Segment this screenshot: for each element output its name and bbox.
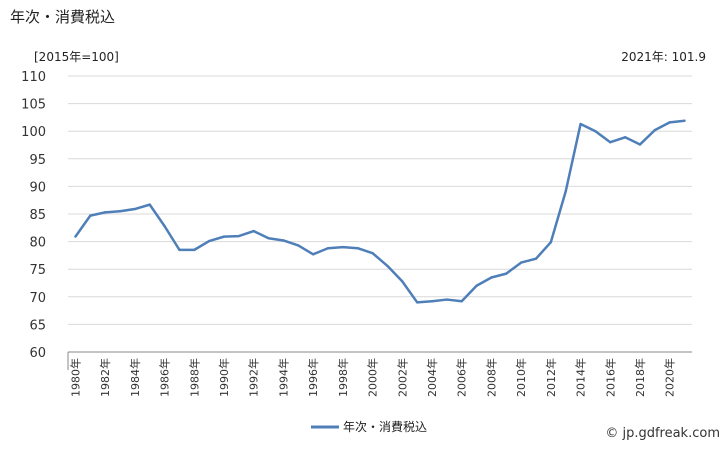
data-point-1991: [237, 234, 241, 238]
y-tick-label-60: 60: [29, 346, 46, 361]
data-point-1998: [341, 245, 345, 249]
y-tick-label-90: 90: [29, 180, 46, 195]
y-tick-label-75: 75: [29, 263, 46, 278]
data-point-1985: [148, 203, 151, 206]
data-point-1988: [193, 248, 196, 252]
x-tick-label-1990: 1990年: [217, 358, 231, 397]
x-tick-label-1994: 1994年: [276, 358, 290, 397]
legend-label: 年次・消費税込: [343, 419, 427, 434]
data-point-2002: [401, 280, 404, 283]
x-tick-label-2016: 2016年: [603, 358, 617, 397]
data-point-1997: [326, 247, 330, 250]
y-tick-label-100: 100: [21, 125, 46, 140]
y-tick-label-70: 70: [29, 291, 46, 306]
series-line-0: [74, 119, 685, 304]
x-tick-label-2014: 2014年: [574, 358, 588, 397]
data-point-1999: [356, 247, 359, 250]
x-tick-label-2018: 2018年: [633, 358, 647, 397]
x-tick-label-1988: 1988年: [187, 358, 201, 397]
x-tick-label-1982: 1982年: [98, 358, 112, 397]
data-point-2018: [638, 143, 642, 146]
x-tick-label-1980: 1980年: [68, 358, 82, 397]
x-tick-label-2006: 2006年: [455, 358, 469, 397]
data-point-2011: [534, 257, 538, 260]
data-point-2000: [371, 251, 374, 255]
data-point-1990: [222, 235, 226, 238]
x-tick-label-2004: 2004年: [425, 358, 439, 397]
data-point-2012: [549, 240, 553, 244]
data-point-2014: [579, 122, 582, 126]
source-credit: © jp.gdfreak.com: [605, 426, 720, 441]
x-tick-label-2012: 2012年: [544, 358, 558, 397]
data-point-2013: [564, 190, 567, 193]
data-point-1984: [133, 207, 137, 211]
data-point-2019: [653, 128, 657, 132]
y-tick-label-110: 110: [21, 70, 46, 85]
y-tick-label-80: 80: [29, 236, 46, 251]
x-tick-label-1986: 1986年: [158, 358, 172, 397]
data-point-2007: [475, 284, 478, 287]
x-tick-label-2010: 2010年: [514, 358, 528, 397]
data-point-2001: [386, 264, 389, 268]
y-tick-label-65: 65: [29, 318, 46, 333]
x-tick-label-1996: 1996年: [306, 358, 320, 397]
data-point-1980: [74, 235, 77, 238]
data-point-1982: [103, 211, 107, 214]
x-tick-label-1998: 1998年: [336, 358, 350, 397]
data-point-2015: [594, 130, 597, 133]
data-point-1986: [163, 224, 166, 228]
data-point-1987: [178, 248, 181, 252]
data-point-2008: [490, 276, 493, 279]
x-tick-label-2008: 2008年: [484, 358, 498, 397]
y-tick-label-105: 105: [21, 98, 46, 113]
data-point-1981: [89, 214, 92, 217]
x-tick-label-1984: 1984年: [128, 358, 142, 397]
unit-label: [2015年=100]: [34, 50, 119, 64]
data-point-1996: [311, 253, 315, 256]
data-point-2016: [609, 141, 612, 144]
data-point-1995: [297, 244, 300, 247]
latest-value-label: 2021年: 101.9: [621, 50, 706, 64]
y-tick-label-85: 85: [29, 208, 46, 223]
data-point-2005: [445, 298, 449, 301]
x-tick-label-1992: 1992年: [247, 358, 261, 397]
data-point-2006: [460, 300, 463, 303]
data-point-2003: [415, 301, 419, 304]
data-point-1989: [207, 239, 211, 243]
data-point-2017: [623, 136, 627, 139]
y-tick-label-95: 95: [29, 153, 46, 168]
data-point-1983: [118, 210, 122, 213]
data-point-2010: [519, 261, 523, 264]
data-point-1993: [267, 237, 270, 240]
x-tick-label-2020: 2020年: [663, 358, 677, 397]
data-point-2021: [683, 119, 686, 122]
data-point-2009: [505, 272, 508, 275]
data-point-2020: [668, 121, 671, 124]
x-tick-label-2002: 2002年: [395, 358, 409, 397]
data-point-1992: [252, 229, 255, 233]
chart-title: 年次・消費税込: [10, 8, 116, 26]
x-tick-label-2000: 2000年: [366, 358, 380, 397]
data-point-2004: [430, 300, 434, 303]
data-point-1994: [282, 239, 285, 242]
